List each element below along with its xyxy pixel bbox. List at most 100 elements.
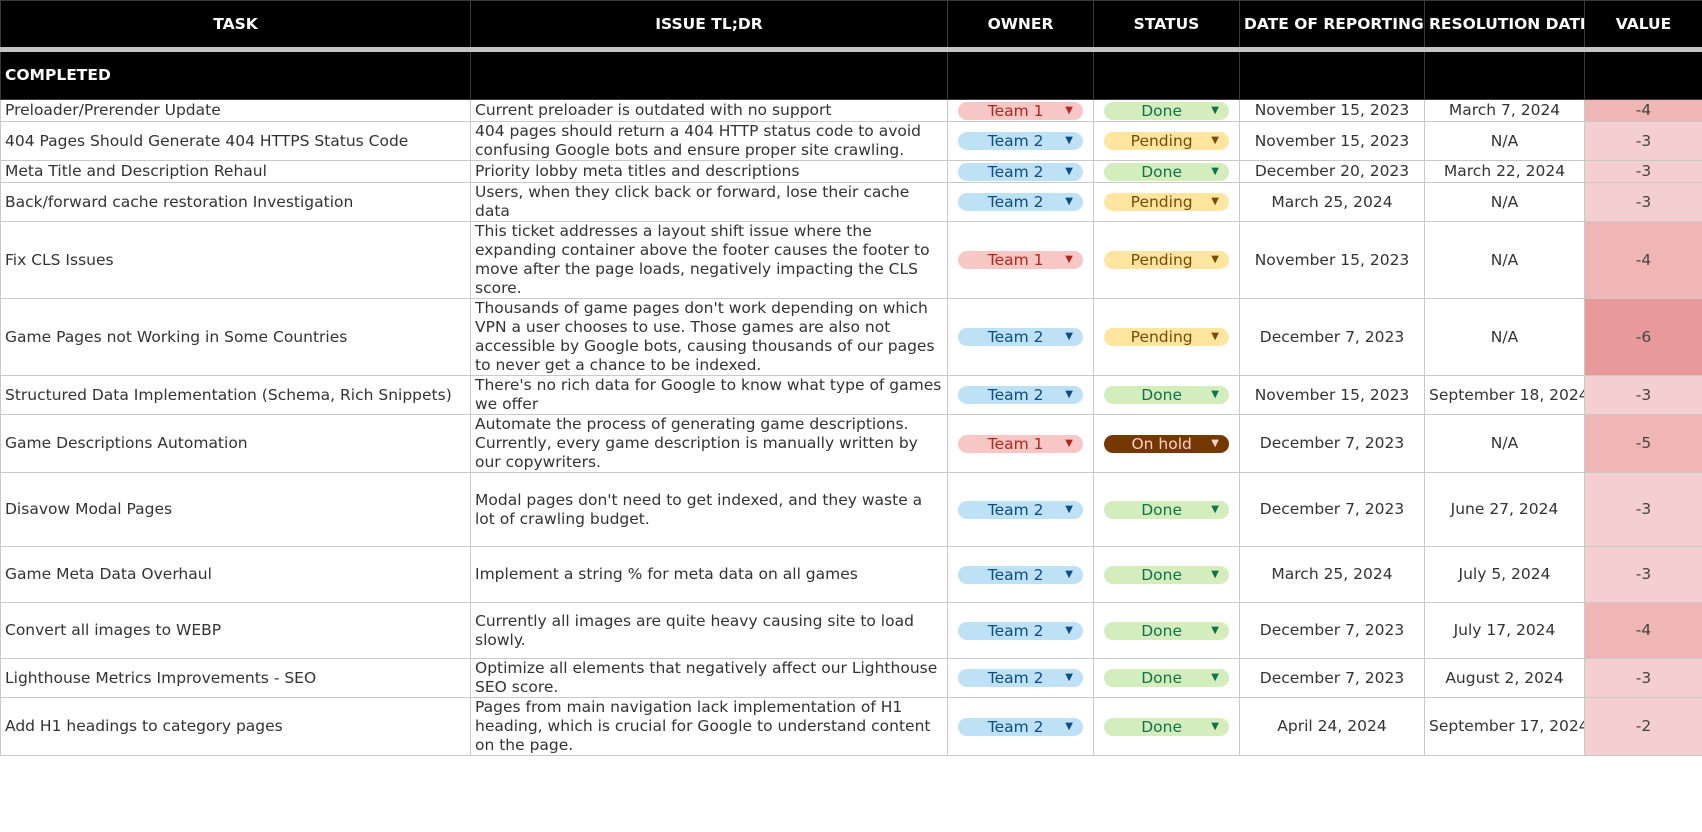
owner-dropdown[interactable]: Team 2 ▼	[958, 669, 1083, 687]
date-of-reporting-cell[interactable]: March 25, 2024	[1239, 182, 1425, 222]
owner-cell[interactable]: Team 2 ▼	[947, 602, 1094, 659]
section-cell[interactable]	[1093, 49, 1240, 100]
dropdown-arrow-icon[interactable]: ▼	[1211, 568, 1219, 580]
owner-dropdown[interactable]: Team 2 ▼	[958, 162, 1083, 181]
value-cell[interactable]: -4	[1584, 602, 1702, 659]
status-cell[interactable]: Done ▼	[1093, 160, 1240, 183]
dropdown-arrow-icon[interactable]: ▼	[1211, 104, 1219, 116]
dropdown-arrow-icon[interactable]: ▼	[1211, 720, 1219, 732]
value-cell[interactable]: -3	[1584, 546, 1702, 603]
dropdown-arrow-icon[interactable]: ▼	[1211, 165, 1219, 177]
date-of-reporting-cell[interactable]: November 15, 2023	[1239, 121, 1425, 161]
owner-dropdown[interactable]: Team 2 ▼	[958, 193, 1083, 211]
date-of-reporting-cell[interactable]: December 7, 2023	[1239, 298, 1425, 376]
issue-cell[interactable]: Optimize all elements that negatively af…	[470, 658, 948, 698]
dropdown-arrow-icon[interactable]: ▼	[1211, 389, 1219, 400]
status-dropdown[interactable]: Done ▼	[1104, 162, 1229, 181]
date-of-reporting-cell[interactable]: December 7, 2023	[1239, 472, 1425, 547]
date-of-reporting-cell[interactable]: April 24, 2024	[1239, 697, 1425, 756]
issue-cell[interactable]: There's no rich data for Google to know …	[470, 375, 948, 415]
task-cell[interactable]: Meta Title and Description Rehaul	[0, 160, 471, 183]
status-dropdown[interactable]: Done ▼	[1104, 565, 1229, 584]
date-of-reporting-cell[interactable]: December 7, 2023	[1239, 414, 1425, 473]
status-cell[interactable]: Pending ▼	[1093, 298, 1240, 376]
task-cell[interactable]: Disavow Modal Pages	[0, 472, 471, 547]
status-dropdown[interactable]: Done ▼	[1104, 717, 1229, 736]
dropdown-arrow-icon[interactable]: ▼	[1211, 331, 1219, 342]
owner-cell[interactable]: Team 2 ▼	[947, 298, 1094, 376]
dropdown-arrow-icon[interactable]: ▼	[1065, 624, 1073, 636]
issue-cell[interactable]: Modal pages don't need to get indexed, a…	[470, 472, 948, 547]
owner-cell[interactable]: Team 2 ▼	[947, 375, 1094, 415]
column-header-task[interactable]: TASK	[0, 0, 471, 52]
value-cell[interactable]: -4	[1584, 99, 1702, 122]
value-cell[interactable]: -3	[1584, 121, 1702, 161]
issue-cell[interactable]: Automate the process of generating game …	[470, 414, 948, 473]
owner-cell[interactable]: Team 2 ▼	[947, 546, 1094, 603]
section-cell[interactable]	[470, 49, 948, 100]
dropdown-arrow-icon[interactable]: ▼	[1065, 437, 1073, 449]
issue-cell[interactable]: Pages from main navigation lack implemen…	[470, 697, 948, 756]
owner-dropdown[interactable]: Team 1 ▼	[958, 434, 1083, 453]
status-cell[interactable]: Done ▼	[1093, 99, 1240, 122]
owner-dropdown[interactable]: Team 2 ▼	[958, 621, 1083, 640]
resolution-date-cell[interactable]: N/A	[1424, 221, 1585, 299]
dropdown-arrow-icon[interactable]: ▼	[1065, 165, 1073, 177]
dropdown-arrow-icon[interactable]: ▼	[1211, 624, 1219, 636]
resolution-date-cell[interactable]: September 18, 2024	[1424, 375, 1585, 415]
resolution-date-cell[interactable]: N/A	[1424, 414, 1585, 473]
issue-cell[interactable]: Implement a string % for meta data on al…	[470, 546, 948, 603]
task-cell[interactable]: Game Pages not Working in Some Countries	[0, 298, 471, 376]
column-header-resolution-date[interactable]: RESOLUTION DATE	[1424, 0, 1585, 52]
dropdown-arrow-icon[interactable]: ▼	[1065, 135, 1073, 146]
status-dropdown[interactable]: Pending ▼	[1104, 193, 1229, 211]
owner-cell[interactable]: Team 1 ▼	[947, 99, 1094, 122]
owner-cell[interactable]: Team 2 ▼	[947, 182, 1094, 222]
owner-dropdown[interactable]: Team 2 ▼	[958, 386, 1083, 404]
issue-cell[interactable]: Priority lobby meta titles and descripti…	[470, 160, 948, 183]
status-cell[interactable]: Done ▼	[1093, 472, 1240, 547]
status-dropdown[interactable]: Pending ▼	[1104, 251, 1229, 269]
column-header-owner[interactable]: OWNER	[947, 0, 1094, 52]
column-header-status[interactable]: STATUS	[1093, 0, 1240, 52]
dropdown-arrow-icon[interactable]: ▼	[1211, 254, 1219, 265]
issue-cell[interactable]: Current preloader is outdated with no su…	[470, 99, 948, 122]
task-cell[interactable]: Structured Data Implementation (Schema, …	[0, 375, 471, 415]
dropdown-arrow-icon[interactable]: ▼	[1065, 568, 1073, 580]
owner-dropdown[interactable]: Team 2 ▼	[958, 500, 1083, 519]
value-cell[interactable]: -3	[1584, 658, 1702, 698]
resolution-date-cell[interactable]: N/A	[1424, 182, 1585, 222]
resolution-date-cell[interactable]: March 22, 2024	[1424, 160, 1585, 183]
status-dropdown[interactable]: Pending ▼	[1104, 328, 1229, 346]
status-dropdown[interactable]: On hold ▼	[1104, 434, 1229, 453]
value-cell[interactable]: -3	[1584, 182, 1702, 222]
value-cell[interactable]: -6	[1584, 298, 1702, 376]
issue-cell[interactable]: Users, when they click back or forward, …	[470, 182, 948, 222]
status-dropdown[interactable]: Done ▼	[1104, 386, 1229, 404]
task-cell[interactable]: Convert all images to WEBP	[0, 602, 471, 659]
dropdown-arrow-icon[interactable]: ▼	[1211, 196, 1219, 207]
task-cell[interactable]: Add H1 headings to category pages	[0, 697, 471, 756]
owner-cell[interactable]: Team 2 ▼	[947, 160, 1094, 183]
status-dropdown[interactable]: Pending ▼	[1104, 132, 1229, 150]
section-cell[interactable]	[947, 49, 1094, 100]
status-dropdown[interactable]: Done ▼	[1104, 101, 1229, 120]
status-cell[interactable]: Done ▼	[1093, 697, 1240, 756]
task-cell[interactable]: 404 Pages Should Generate 404 HTTPS Stat…	[0, 121, 471, 161]
issue-cell[interactable]: 404 pages should return a 404 HTTP statu…	[470, 121, 948, 161]
status-cell[interactable]: Pending ▼	[1093, 221, 1240, 299]
date-of-reporting-cell[interactable]: December 7, 2023	[1239, 658, 1425, 698]
dropdown-arrow-icon[interactable]: ▼	[1065, 254, 1073, 265]
section-cell[interactable]	[1239, 49, 1425, 100]
resolution-date-cell[interactable]: June 27, 2024	[1424, 472, 1585, 547]
owner-dropdown[interactable]: Team 2 ▼	[958, 717, 1083, 736]
status-cell[interactable]: Done ▼	[1093, 375, 1240, 415]
column-header-issue[interactable]: ISSUE TL;DR	[470, 0, 948, 52]
status-dropdown[interactable]: Done ▼	[1104, 500, 1229, 519]
task-cell[interactable]: Fix CLS Issues	[0, 221, 471, 299]
date-of-reporting-cell[interactable]: December 20, 2023	[1239, 160, 1425, 183]
date-of-reporting-cell[interactable]: December 7, 2023	[1239, 602, 1425, 659]
status-cell[interactable]: Done ▼	[1093, 658, 1240, 698]
status-cell[interactable]: On hold ▼	[1093, 414, 1240, 473]
value-cell[interactable]: -4	[1584, 221, 1702, 299]
